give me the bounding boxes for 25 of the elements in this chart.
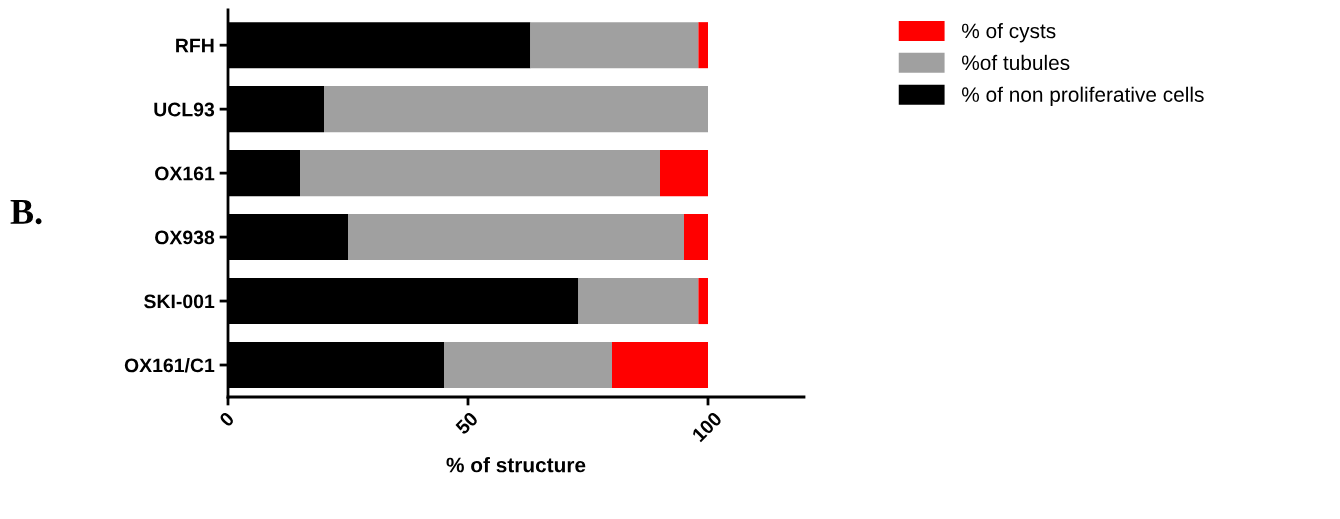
legend-label: % of non proliferative cells: [961, 86, 1204, 107]
legend-label: % of cysts: [961, 23, 1056, 43]
y-tick-label: OX161: [155, 166, 215, 181]
bar: [530, 22, 699, 69]
bar: [300, 150, 660, 197]
bar: [612, 341, 708, 389]
y-tick-label: RFH: [176, 38, 214, 53]
bar: [324, 86, 708, 133]
bar: [444, 341, 612, 389]
y-tick-label: UCL93: [154, 102, 215, 117]
bar: [348, 214, 684, 261]
y-tick-label: OX161/C1: [124, 357, 215, 373]
bar: [684, 214, 708, 261]
x-tick-label: 100: [691, 411, 723, 443]
bar: [660, 150, 708, 197]
x-tick-label: 0: [218, 411, 235, 428]
bar: [698, 278, 708, 325]
y-tick-label: OX938: [155, 230, 215, 245]
y-tick-label: SKI-001: [144, 294, 215, 309]
legend-label: %of tubules: [961, 54, 1070, 71]
text: B.: [10, 200, 42, 225]
bar: [578, 278, 699, 325]
x-axis-title: % of structure: [446, 457, 586, 473]
bar: [698, 22, 708, 69]
x-tick-label: 50: [454, 411, 479, 436]
